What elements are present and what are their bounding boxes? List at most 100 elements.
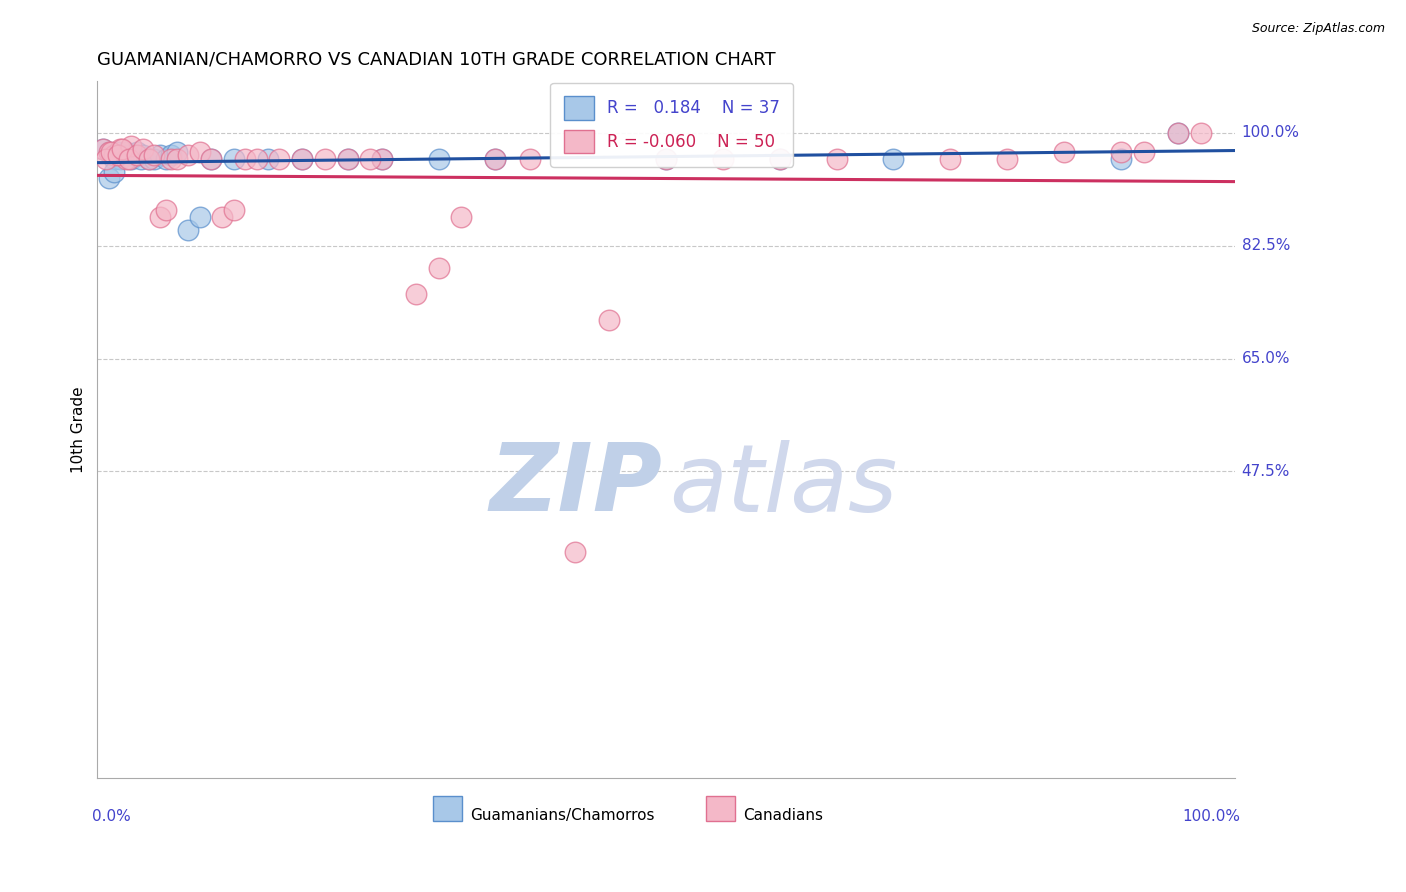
Point [118, 148, 141, 162]
Point [1109, 152, 1132, 166]
Point [100, 145, 122, 160]
Point [138, 152, 160, 166]
Point [211, 210, 233, 224]
Point [291, 152, 314, 166]
Point [114, 145, 136, 160]
Point [149, 210, 172, 224]
Point [450, 210, 472, 224]
Point [564, 545, 586, 559]
Point [103, 164, 125, 178]
Point [166, 152, 188, 166]
Point [155, 203, 177, 218]
Point [108, 142, 131, 156]
Point [103, 152, 125, 166]
Point [143, 148, 166, 162]
Text: GUAMANIAN/CHAMORRO VS CANADIAN 10TH GRADE CORRELATION CHART: GUAMANIAN/CHAMORRO VS CANADIAN 10TH GRAD… [97, 51, 776, 69]
Point [336, 152, 359, 166]
Point [111, 142, 134, 156]
Point [118, 152, 141, 166]
Point [882, 152, 904, 166]
Point [1053, 145, 1076, 160]
Point [200, 152, 222, 166]
Point [107, 148, 129, 162]
Text: 0.0%: 0.0% [91, 809, 131, 824]
Point [427, 152, 450, 166]
FancyBboxPatch shape [433, 796, 463, 821]
Point [100, 148, 122, 162]
Point [257, 152, 280, 166]
Point [314, 152, 336, 166]
Point [1132, 145, 1154, 160]
Point [97, 145, 120, 160]
Point [132, 142, 155, 156]
Point [233, 152, 256, 166]
FancyBboxPatch shape [706, 796, 735, 821]
Point [91, 142, 114, 156]
Point [103, 148, 125, 162]
Legend: R =   0.184    N = 37, R = -0.060    N = 50: R = 0.184 N = 37, R = -0.060 N = 50 [550, 83, 793, 167]
Point [132, 148, 155, 162]
Point [370, 152, 392, 166]
Point [155, 152, 177, 166]
Point [519, 152, 541, 166]
Y-axis label: 10th Grade: 10th Grade [72, 386, 86, 473]
Text: 65.0%: 65.0% [1241, 351, 1291, 366]
Point [291, 152, 314, 166]
Text: Source: ZipAtlas.com: Source: ZipAtlas.com [1251, 22, 1385, 36]
Point [97, 171, 120, 186]
Point [655, 152, 678, 166]
Text: 47.5%: 47.5% [1241, 464, 1289, 479]
Point [160, 148, 183, 162]
Point [143, 152, 166, 166]
Point [1109, 145, 1132, 160]
Point [121, 152, 143, 166]
Point [97, 145, 120, 160]
Point [598, 313, 620, 327]
Point [405, 287, 427, 301]
Point [138, 152, 160, 166]
Point [484, 152, 506, 166]
Point [1167, 126, 1189, 140]
Point [149, 148, 172, 162]
Point [127, 145, 149, 160]
Point [200, 152, 222, 166]
Point [711, 152, 734, 166]
Point [108, 152, 131, 166]
Text: atlas: atlas [669, 440, 897, 531]
Point [995, 152, 1018, 166]
Point [91, 142, 114, 156]
Text: Guamanians/Chamorros: Guamanians/Chamorros [471, 808, 655, 823]
Point [245, 152, 267, 166]
Point [769, 152, 792, 166]
Point [1167, 126, 1189, 140]
Text: 82.5%: 82.5% [1241, 238, 1289, 253]
Point [188, 145, 211, 160]
Point [222, 152, 245, 166]
Text: ZIP: ZIP [489, 439, 662, 531]
Point [484, 152, 506, 166]
Text: 100.0%: 100.0% [1182, 809, 1240, 824]
Point [111, 148, 134, 162]
Point [166, 145, 188, 160]
Point [127, 148, 149, 162]
Point [427, 261, 450, 276]
Point [359, 152, 381, 166]
Point [96, 152, 118, 166]
Text: 100.0%: 100.0% [1241, 126, 1299, 140]
Point [370, 152, 392, 166]
Point [1189, 126, 1212, 140]
Point [269, 152, 291, 166]
Point [769, 152, 792, 166]
Point [188, 210, 211, 224]
Point [177, 222, 200, 236]
Text: Canadians: Canadians [744, 808, 824, 823]
Point [160, 152, 183, 166]
Point [939, 152, 962, 166]
Point [177, 148, 200, 162]
Point [336, 152, 359, 166]
Point [122, 148, 145, 162]
Point [129, 152, 152, 166]
Point [222, 203, 245, 218]
Point [655, 152, 678, 166]
Point [107, 145, 129, 160]
